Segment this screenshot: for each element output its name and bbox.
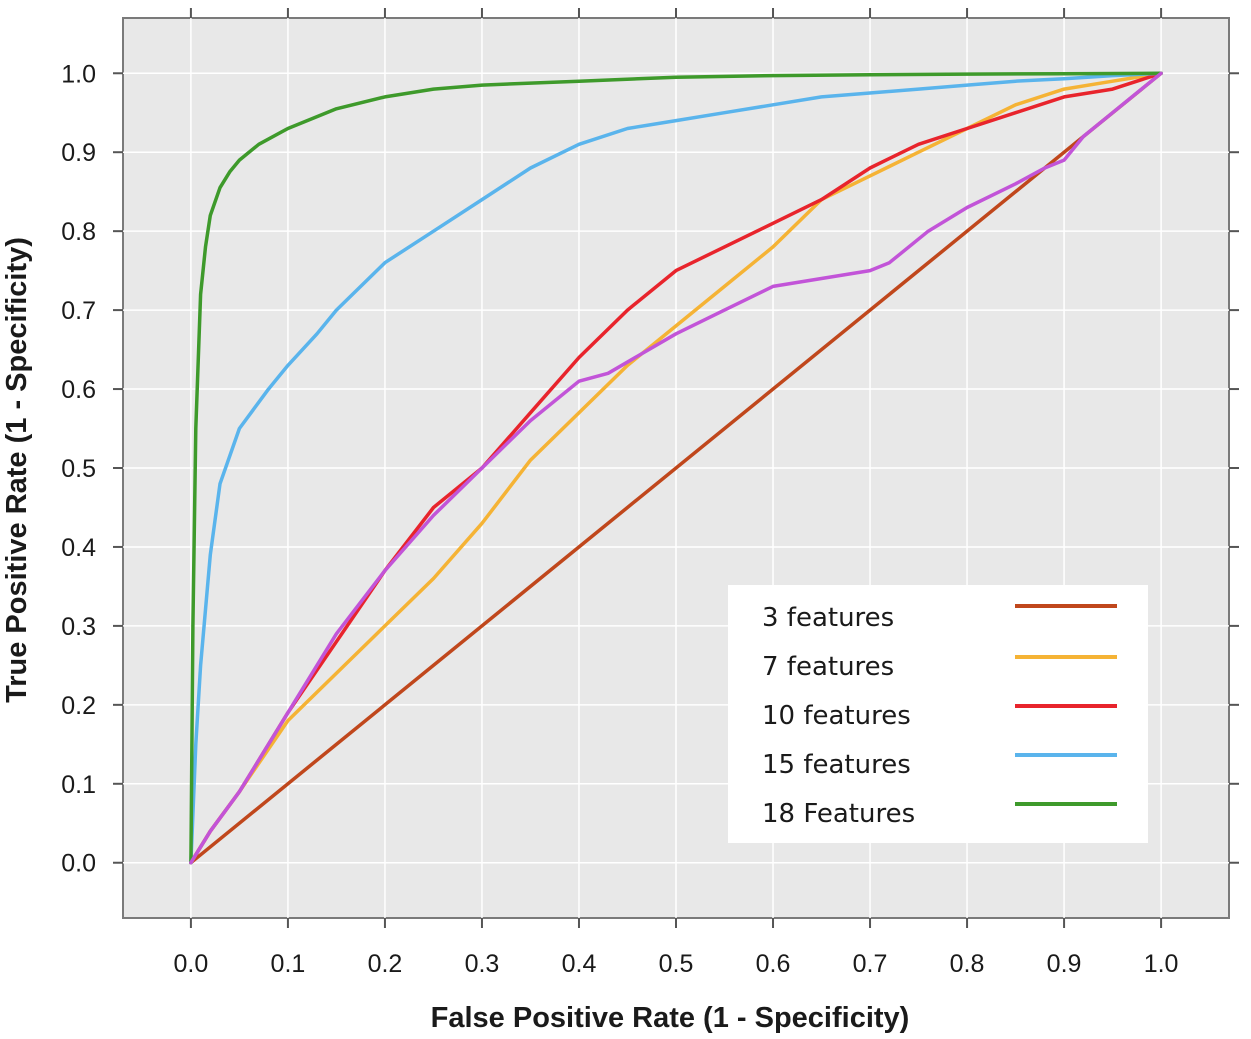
series-line-15-features (189, 71, 1163, 865)
x-tick-label: 0.0 (174, 950, 209, 978)
legend-box (728, 585, 1148, 843)
y-tick-label: 0.8 (61, 218, 96, 246)
y-tick-labels: 0.0 0.1 0.2 0.3 0.4 0.5 0.6 0.7 0.8 0.9 1.0 (61, 60, 96, 877)
x-tick-label: 0.3 (465, 950, 500, 978)
y-axis-title: True Positive Rate (1 - Specificity) (1, 237, 33, 703)
y-tick-label: 0.3 (61, 613, 96, 641)
y-tick-label: 0.1 (61, 771, 96, 799)
y-tick-label: 0.6 (61, 376, 96, 404)
x-tick-labels: 0.0 0.1 0.2 0.3 0.4 0.5 0.6 0.7 0.8 0.9 1.0 (174, 950, 1179, 978)
y-tick-label: 0.2 (61, 692, 96, 720)
legend-label: 18 Features (762, 799, 915, 829)
y-tick-label: 0.9 (61, 139, 96, 167)
series-line-series-6 (189, 71, 1163, 865)
y-tick-label: 0.5 (61, 455, 96, 483)
y-tick-label: 0.7 (61, 297, 96, 325)
x-tick-label: 0.9 (1047, 950, 1082, 978)
series-line-18-features (189, 71, 1163, 865)
axis-ticks (113, 8, 1239, 928)
x-tick-label: 0.1 (271, 950, 306, 978)
x-tick-label: 0.5 (659, 950, 694, 978)
x-tick-label: 0.7 (853, 950, 888, 978)
x-tick-label: 0.4 (562, 950, 597, 978)
series-lines (189, 71, 1163, 865)
legend: 3 features 7 features 10 features 15 featur… (728, 585, 1148, 843)
series-line-7-features (189, 71, 1163, 865)
x-axis-title: False Positive Rate (1 - Specificity) (431, 1002, 910, 1034)
legend-label: 7 features (762, 652, 894, 682)
legend-label: 15 features (762, 750, 911, 780)
x-tick-label: 0.8 (950, 950, 985, 978)
series-line-10-features (189, 71, 1163, 865)
y-tick-label: 0.0 (61, 850, 96, 878)
x-tick-label: 0.6 (756, 950, 791, 978)
legend-label: 10 features (762, 701, 911, 731)
x-tick-label: 1.0 (1144, 950, 1179, 978)
legend-label: 3 features (762, 603, 894, 633)
y-tick-label: 0.4 (61, 534, 96, 562)
x-tick-label: 0.2 (368, 950, 403, 978)
y-tick-label: 1.0 (61, 60, 96, 88)
series-line-3-features (189, 71, 1163, 865)
